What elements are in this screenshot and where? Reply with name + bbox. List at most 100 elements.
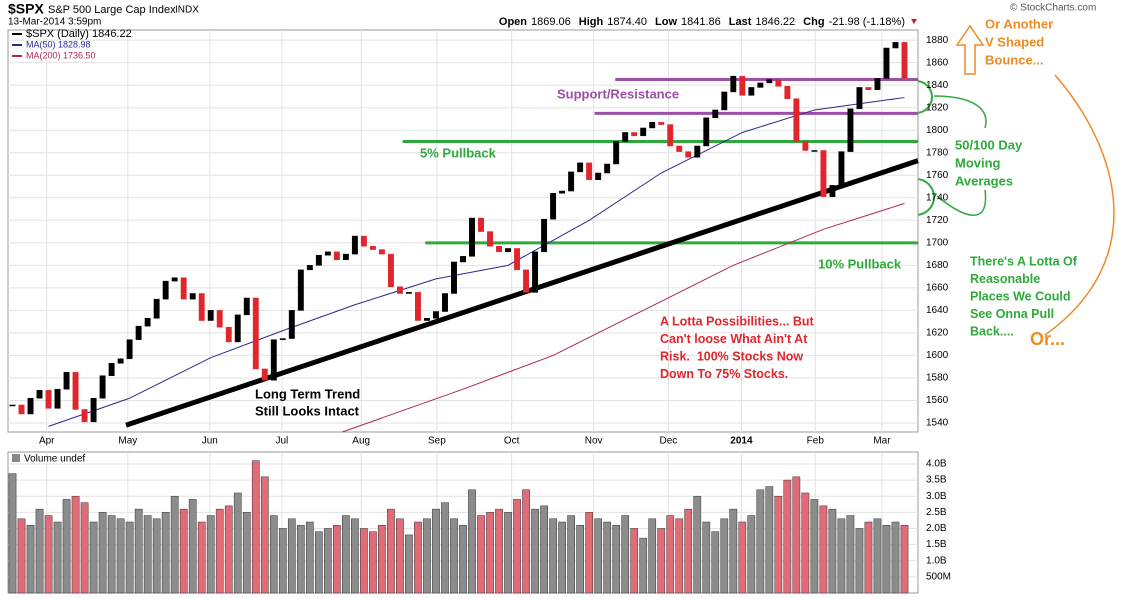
y-tick-label: 1.5B	[926, 539, 947, 550]
x-tick-label: Jun	[202, 436, 218, 447]
candle	[405, 292, 412, 294]
candle	[748, 87, 755, 96]
volume-bar	[179, 508, 188, 594]
y-tick-label: 1800	[926, 125, 949, 136]
volume-bar	[125, 521, 134, 594]
legend-label: MA(200) 1736.50	[26, 50, 96, 60]
candle	[892, 42, 899, 49]
candle	[523, 269, 530, 293]
candle	[595, 172, 602, 181]
volume-bar	[792, 476, 801, 594]
y-tick-label: 500M	[926, 572, 951, 583]
volume-bar	[260, 476, 269, 594]
candle	[324, 251, 331, 256]
candle	[874, 78, 881, 90]
volume-bar	[684, 508, 693, 594]
candle	[703, 117, 710, 147]
candle	[342, 253, 349, 260]
callout-arrow	[933, 95, 987, 129]
candle	[658, 122, 665, 125]
volume-bar	[351, 518, 359, 594]
x-tick-label: Oct	[504, 436, 520, 447]
y-tick-label: 1620	[926, 328, 949, 339]
volume-bar	[585, 512, 593, 594]
candle	[775, 79, 782, 87]
volume-bar	[215, 508, 224, 594]
y-tick-label: 1820	[926, 102, 949, 113]
annotation: 5% Pullback	[420, 145, 497, 160]
candle	[820, 150, 827, 197]
candle	[18, 404, 25, 415]
volume-bar	[810, 499, 819, 594]
candle	[351, 235, 358, 255]
x-tick-label: 2014	[730, 436, 753, 447]
candle	[72, 372, 79, 410]
volume-bar	[621, 515, 630, 594]
volume-bar	[378, 524, 386, 594]
volume-bar	[639, 537, 648, 594]
volume-bar	[846, 515, 855, 594]
volume-bar	[468, 489, 476, 594]
candle	[541, 218, 548, 253]
volume-bar	[242, 512, 251, 594]
annotation: Support/Resistance	[557, 86, 679, 101]
candle	[315, 254, 322, 266]
volume-bar	[8, 473, 17, 594]
candle	[478, 217, 484, 232]
candle	[721, 91, 728, 111]
annotation: Reasonable	[970, 272, 1040, 286]
volume-bar	[882, 524, 891, 594]
legend-label: MA(50) 1828.98	[26, 39, 91, 49]
candle	[883, 47, 890, 79]
candle	[514, 248, 521, 271]
candle	[144, 318, 151, 327]
legend-label: $SPX (Daily) 1846.22	[26, 28, 132, 40]
volume-bar	[305, 521, 314, 594]
annotation: Places We Could	[970, 289, 1071, 303]
candle	[378, 249, 385, 255]
quote-label: High	[579, 16, 604, 28]
volume-bar	[89, 521, 98, 594]
y-tick-label: 1860	[926, 57, 949, 68]
candle	[649, 122, 656, 129]
candle	[27, 397, 34, 415]
volume-bar	[233, 492, 242, 594]
candle	[243, 297, 250, 316]
candle	[739, 75, 746, 96]
candle	[568, 171, 575, 192]
candle	[496, 245, 502, 253]
candle	[676, 145, 683, 152]
candle	[360, 235, 367, 247]
candle	[784, 86, 791, 99]
candle	[54, 388, 61, 409]
volume-bar	[423, 518, 431, 594]
annotation: There's A Lotta Of	[970, 254, 1078, 268]
y-tick-label: 1560	[926, 395, 949, 406]
candle	[667, 124, 674, 147]
callout-arrow	[936, 189, 987, 216]
volume-bar	[756, 489, 765, 594]
candle	[270, 339, 277, 381]
candle	[685, 151, 692, 158]
x-tick-label: Apr	[39, 436, 55, 447]
candle	[613, 141, 620, 165]
volume-bar	[35, 508, 44, 594]
candle	[586, 162, 593, 181]
candle	[135, 325, 142, 340]
volume-title: Volume undef	[24, 454, 85, 465]
volume-bar	[720, 518, 729, 594]
annotation: Can't loose What Ain't At	[660, 332, 808, 346]
volume-bar	[837, 518, 846, 594]
volume-bar	[333, 524, 341, 594]
x-tick-label: Aug	[352, 436, 370, 447]
y-tick-label: 1840	[926, 80, 949, 91]
volume-bar	[477, 515, 485, 594]
candle	[117, 358, 124, 364]
volume-bar	[296, 524, 305, 594]
candle	[369, 245, 376, 250]
volume-bar	[864, 521, 873, 594]
x-tick-label: Sep	[428, 436, 446, 447]
candle	[694, 145, 701, 158]
volume-bar	[53, 521, 62, 594]
quote-label: Open	[499, 16, 527, 28]
